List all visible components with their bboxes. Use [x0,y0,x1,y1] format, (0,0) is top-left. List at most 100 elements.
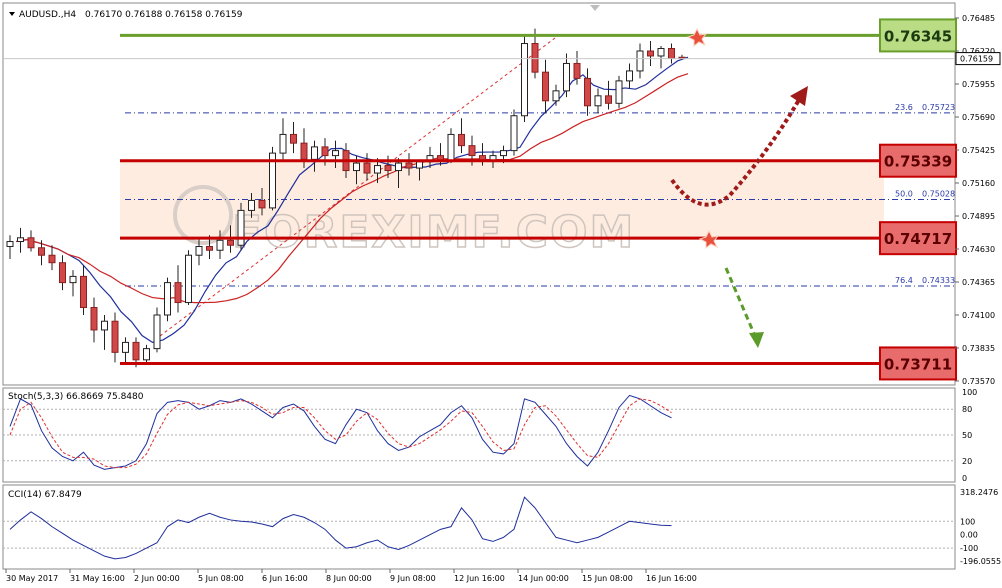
time-tick-label: 6 Jun 16:00 [262,574,308,583]
stoch-tick-label: 80 [962,405,972,414]
star-marker-icon [686,27,708,48]
candle-body [584,77,591,107]
time-tick-label: 5 Jun 08:00 [198,574,244,583]
level-price-label: 0.76345 [884,27,952,45]
time-tick-label: 9 Jun 08:00 [390,574,436,583]
price-tick-label: 0.73570 [962,377,995,386]
price-tick-label: 0.74630 [962,245,995,254]
candle-body [258,199,266,209]
level-price-box [879,221,957,256]
level-price-box [879,18,957,53]
price-tick-label: 0.75425 [962,146,995,155]
candle-body [195,246,203,256]
candle-body [458,133,465,147]
price-tick-label: 0.75955 [962,80,995,89]
candle-body [122,341,129,353]
candle-body [59,262,66,284]
moving-averages [15,56,689,344]
candle-body [353,162,360,172]
fibo-level-label: 76.4 [895,276,913,285]
candle-body [206,246,213,251]
price-levels: 0.76345 0.75339 0.74717 0.73711 [120,18,957,381]
candle-body [290,133,297,144]
candle-body [668,48,675,59]
candle-body [605,95,612,104]
candle-body [90,307,98,331]
candle-body [657,48,665,57]
ohlc-readout: 0.76170 0.76188 0.76158 0.76159 [85,10,243,20]
star-marker-icon [698,229,720,250]
candle-body [216,239,224,251]
level-price-box [879,346,957,381]
candle-body [510,115,518,152]
candle-body [153,314,161,350]
price-tick-label: 0.76220 [962,47,995,56]
symbol-label: AUDUSD.,H4 [19,10,76,20]
candle-body [17,237,24,243]
bullish-arrow-head-icon [790,86,808,106]
watermark-logo-icon [173,185,233,245]
fibo-level-label: 23.6 [895,103,913,112]
price-tick-label: 0.74895 [962,212,995,221]
current-price-label: 0.76159 [960,55,993,64]
bearish-arrow-head-icon [749,332,764,348]
watermark-text: FOREXIMF.COM [232,207,635,258]
candle-body [237,209,245,246]
symbol-dropdown-icon[interactable] [9,12,15,16]
time-tick-label: 12 Jun 16:00 [454,574,505,583]
stoch-tick-label: 50 [962,431,972,440]
cci-panel: 318.2476 100 0.00 -100 -196.0555 [3,488,1001,566]
price-axis: 0.76485 0.76220 0.75955 0.75690 0.75425 0.751… [3,14,1001,386]
trend-line-upper [159,37,556,337]
shift-marker-icon[interactable] [590,5,600,11]
time-tick-label: 30 May 2017 [6,574,58,583]
candle-body [80,275,87,309]
candle-body [363,162,371,174]
candle-body [174,282,182,304]
candle-body [132,341,140,361]
bearish-forecast-arrow [724,267,757,337]
fibo-layer: 23.6 0.75723 50.0 0.75028 76.4 0.74333 [125,103,955,287]
time-tick-label: 2 Jun 00:00 [134,574,180,583]
cci-tick-label: 100 [960,517,975,526]
cci-tick-label: -100 [960,544,978,553]
candle-body [573,62,581,79]
candle-body [332,150,339,157]
candle-body [626,70,633,82]
stochastic-panel: 100 80 50 20 0 [3,388,977,483]
candle-body [384,165,392,172]
candle-body [143,348,150,361]
candle-body [416,161,423,169]
time-tick-label: 14 Jun 00:00 [518,574,569,583]
stoch-tick-label: 100 [962,388,977,397]
price-tick-label: 0.76485 [962,14,995,23]
candle-body [615,80,623,104]
candle-body [468,145,476,157]
cci-tick-label: 318.2476 [960,488,998,497]
fibo-price-label: 0.74333 [922,276,955,285]
candles [6,28,686,368]
candle-body [552,90,560,102]
cci-tick-label: 0.00 [960,531,978,540]
watermark: FOREXIMF.COM [173,185,635,259]
bullish-forecast-arrow [670,97,802,207]
cci-panel-frame [2,484,956,570]
candle-body [500,150,507,157]
candle-body [269,152,276,209]
price-tick-label: 0.74100 [962,311,995,320]
candle-body [101,320,108,331]
fibo-price-label: 0.75028 [922,189,955,198]
candle-body [185,254,192,304]
level-price-label: 0.74717 [884,230,952,248]
candle-body [647,50,654,57]
candle-body [164,282,171,316]
stoch-label: Stoch(5,3,3) 66.8669 75.8480 [8,392,144,402]
price-tick-label: 0.75160 [962,179,995,188]
trend-layer [159,37,556,337]
candle-body [48,254,56,264]
ma-fast-line [15,56,689,344]
stoch-main-line [9,394,672,470]
candle-body [6,241,14,248]
candle-body [279,133,287,154]
